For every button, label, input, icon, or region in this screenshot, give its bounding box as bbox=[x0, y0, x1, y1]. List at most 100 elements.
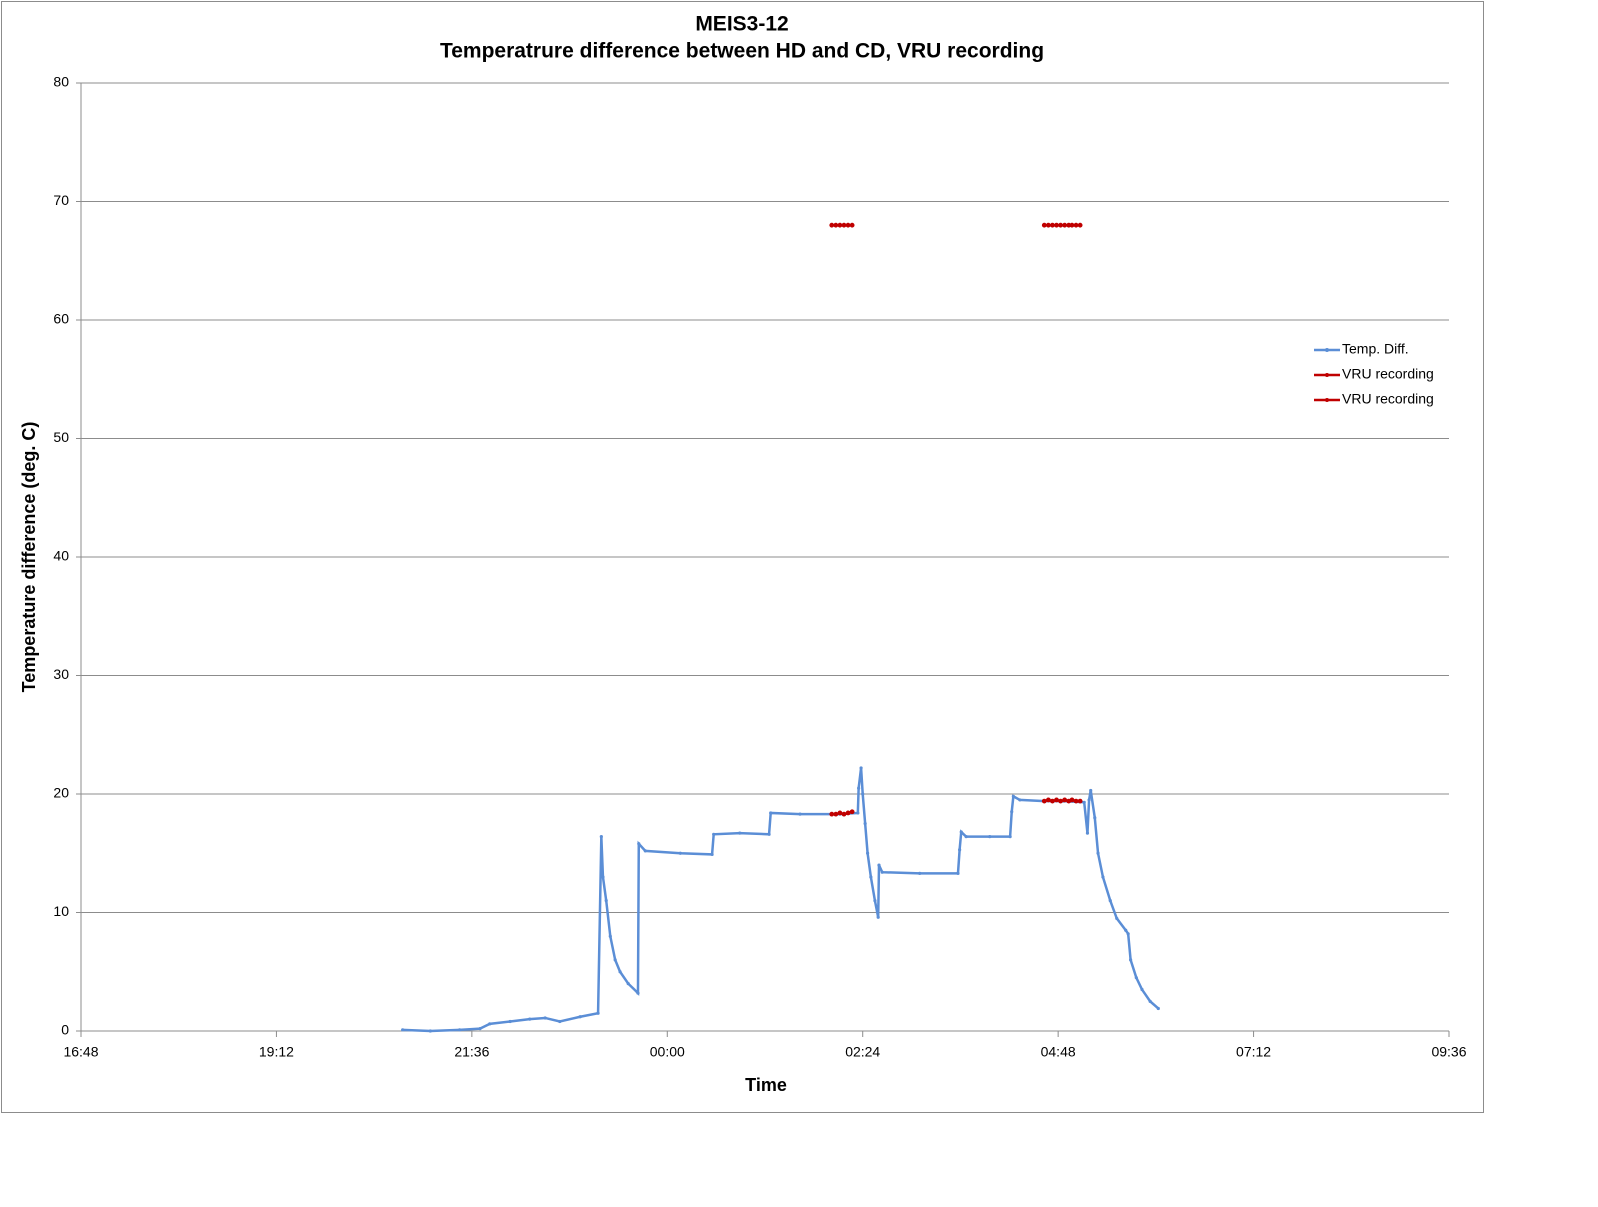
point bbox=[613, 958, 617, 962]
point bbox=[1069, 222, 1075, 228]
x-tick-label: 00:00 bbox=[650, 1044, 685, 1060]
point bbox=[877, 863, 881, 867]
point bbox=[710, 852, 714, 857]
y-tick-label: 80 bbox=[53, 74, 69, 90]
point bbox=[863, 822, 867, 826]
point bbox=[643, 849, 647, 853]
y-tick-label: 60 bbox=[53, 311, 69, 327]
point bbox=[1058, 798, 1063, 804]
point bbox=[856, 811, 860, 815]
legend-marker bbox=[1325, 398, 1329, 402]
point bbox=[1062, 797, 1068, 803]
point bbox=[1115, 916, 1119, 921]
point bbox=[1062, 222, 1068, 228]
legend-marker bbox=[1325, 348, 1329, 352]
point bbox=[712, 832, 716, 836]
point bbox=[1041, 798, 1047, 804]
point bbox=[1134, 976, 1138, 980]
legend-label: VRU recording bbox=[1342, 391, 1434, 407]
point bbox=[769, 811, 773, 815]
point bbox=[1073, 798, 1079, 804]
point bbox=[956, 871, 960, 875]
point bbox=[599, 835, 603, 839]
point bbox=[829, 222, 835, 228]
point bbox=[1101, 875, 1105, 879]
point bbox=[857, 786, 861, 790]
x-tick-label: 19:12 bbox=[259, 1044, 294, 1060]
legend-label: Temp. Diff. bbox=[1342, 341, 1409, 357]
point bbox=[1126, 932, 1130, 936]
point bbox=[958, 848, 962, 852]
point bbox=[1085, 831, 1090, 835]
point bbox=[1018, 798, 1022, 802]
point bbox=[528, 1017, 532, 1021]
y-tick-label: 30 bbox=[53, 666, 69, 682]
legend-label: VRU recording bbox=[1342, 366, 1434, 382]
point bbox=[1008, 835, 1012, 839]
point bbox=[845, 222, 851, 228]
point bbox=[738, 831, 742, 835]
point bbox=[1054, 222, 1059, 228]
point bbox=[1010, 810, 1014, 814]
point bbox=[543, 1016, 547, 1020]
y-tick-label: 50 bbox=[53, 429, 69, 445]
x-tick-label: 09:36 bbox=[1431, 1044, 1466, 1060]
point bbox=[1073, 222, 1079, 228]
chart-title: MEIS3-12 bbox=[695, 13, 788, 36]
point bbox=[618, 970, 622, 974]
point bbox=[959, 830, 963, 834]
point bbox=[478, 1027, 482, 1031]
x-tick-label: 16:48 bbox=[63, 1044, 98, 1060]
point bbox=[1089, 788, 1093, 793]
point bbox=[880, 870, 884, 874]
point bbox=[849, 809, 855, 815]
point bbox=[1050, 798, 1055, 804]
point bbox=[1069, 797, 1075, 803]
point bbox=[1148, 999, 1152, 1003]
point bbox=[1045, 797, 1051, 803]
point bbox=[1096, 851, 1100, 855]
point bbox=[601, 875, 605, 879]
point bbox=[578, 1015, 582, 1019]
point bbox=[604, 899, 608, 903]
point bbox=[841, 222, 847, 228]
point bbox=[1077, 798, 1083, 804]
point bbox=[1011, 794, 1015, 798]
x-axis-title: Time bbox=[745, 1075, 787, 1095]
point bbox=[1140, 987, 1144, 992]
point bbox=[1087, 798, 1091, 802]
point bbox=[428, 1029, 432, 1033]
point bbox=[1050, 222, 1055, 228]
point bbox=[1054, 797, 1059, 803]
point bbox=[1124, 928, 1128, 932]
y-tick-label: 20 bbox=[53, 785, 69, 801]
point bbox=[859, 766, 863, 770]
point bbox=[558, 1019, 562, 1024]
point bbox=[988, 835, 992, 839]
point bbox=[861, 792, 865, 796]
point bbox=[1077, 222, 1083, 228]
point bbox=[1093, 816, 1097, 820]
point bbox=[626, 982, 630, 986]
point bbox=[869, 875, 873, 879]
point bbox=[1041, 222, 1047, 228]
point bbox=[1058, 222, 1063, 228]
point bbox=[841, 811, 847, 817]
point bbox=[637, 842, 641, 846]
x-tick-label: 07:12 bbox=[1236, 1044, 1271, 1060]
point bbox=[401, 1028, 405, 1032]
x-tick-label: 04:48 bbox=[1041, 1044, 1076, 1060]
y-tick-label: 40 bbox=[53, 548, 69, 564]
point bbox=[833, 222, 839, 228]
point bbox=[1108, 899, 1112, 903]
point bbox=[508, 1019, 512, 1024]
point bbox=[1156, 1006, 1160, 1011]
point bbox=[845, 810, 851, 816]
point bbox=[1082, 800, 1086, 804]
point bbox=[829, 811, 835, 817]
point bbox=[849, 222, 855, 228]
y-tick-label: 0 bbox=[61, 1022, 69, 1038]
point bbox=[837, 222, 843, 228]
x-tick-label: 21:36 bbox=[454, 1044, 489, 1060]
